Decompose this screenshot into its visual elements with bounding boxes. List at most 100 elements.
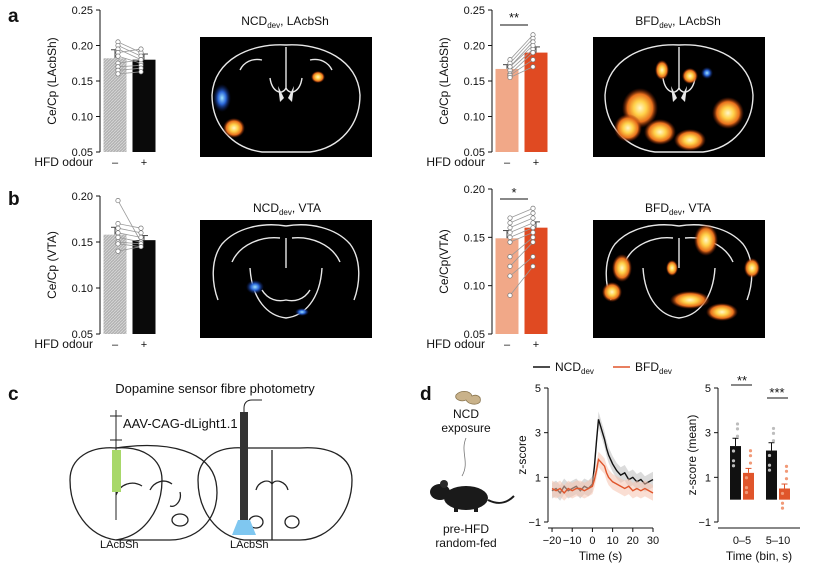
sig-a: ** — [500, 10, 528, 26]
paired-dot — [530, 57, 536, 63]
paired-dot — [507, 215, 513, 221]
data-dot — [771, 439, 776, 443]
panel-label-b: b — [8, 189, 20, 210]
y-axis-label: z-score (mean) — [685, 415, 699, 496]
mouse-line1: pre-HFD — [443, 522, 489, 536]
x-tick-label: + — [533, 157, 539, 169]
y-tick-label: 1 — [705, 472, 711, 484]
paired-dot — [507, 263, 513, 269]
x-tick-label: 10 — [606, 535, 618, 547]
y-axis-label: z-score — [515, 435, 529, 475]
x-tick-label: + — [141, 339, 147, 351]
paired-line — [509, 256, 534, 277]
paired-line — [509, 266, 534, 296]
paired-dot — [115, 53, 121, 59]
series-line — [551, 457, 654, 495]
data-dot — [780, 506, 785, 510]
paired-line — [117, 64, 142, 68]
paired-line — [509, 52, 534, 75]
paired-line — [117, 246, 142, 252]
data-dot — [780, 501, 785, 505]
paired-dot — [507, 292, 513, 298]
y-tick-label: 0.20 — [72, 41, 93, 53]
x-tick-label: + — [141, 157, 147, 169]
brain-title-b-bfd: BFDdev, VTA — [645, 201, 711, 217]
paired-line — [117, 237, 142, 243]
paired-line — [117, 48, 142, 53]
paired-dot — [115, 225, 121, 231]
bar-chart-a-bfd: 0.25 0.20 0.15 0.10 0.05 Ce/Cp (LAcbSh) – + HFD … — [426, 5, 548, 169]
y-axis-label: Ce/Cp (LAcbSh) — [437, 37, 451, 124]
legend-bfd: BFDdev — [635, 360, 672, 376]
paired-line — [509, 38, 534, 64]
data-dot — [744, 490, 749, 495]
data-dot — [735, 427, 740, 431]
data-dot — [748, 454, 753, 458]
bar — [743, 472, 754, 500]
y-tick-label: 0.05 — [464, 329, 485, 341]
paired-dot — [507, 239, 513, 245]
y-tick-label: 0.10 — [72, 112, 93, 124]
paired-line — [117, 200, 142, 243]
paired-line — [509, 48, 534, 71]
sig-d: ** *** — [731, 373, 788, 400]
bar — [779, 488, 790, 500]
paired-dot — [530, 225, 536, 231]
panel-c: Dopamine sensor fibre photometry AAV-CAG… — [69, 381, 353, 551]
sig-b: * — [500, 185, 528, 200]
data-dot — [735, 434, 740, 438]
y-axis-label: Ce/Cp (LAcbSh) — [45, 37, 59, 124]
mouse-line2: random-fed — [435, 536, 496, 550]
y-tick-label: 5 — [535, 383, 541, 395]
y-tick-label: 0.15 — [464, 232, 485, 244]
y-tick-label: 3 — [705, 428, 711, 440]
x-axis-label: HFD odour — [34, 337, 93, 351]
x-axis-label: Time (bin, s) — [726, 549, 792, 563]
paired-line — [509, 34, 534, 60]
paired-dot — [530, 239, 536, 245]
brain-image-a-ncd: NCDdev, LAcbSh — [200, 14, 372, 157]
data-dot — [731, 459, 736, 463]
y-tick-label: 0.20 — [464, 41, 485, 53]
data-dot — [731, 464, 736, 468]
brain-title-b-ncd: NCDdev, VTA — [253, 201, 321, 217]
bar-chart-a-ncd: 0.25 0.20 0.15 0.10 0.05 Ce/Cp (LAcbSh) – + HFD … — [34, 5, 156, 169]
bar — [132, 59, 156, 153]
paired-line — [509, 227, 534, 238]
y-tick-label: 0.10 — [464, 112, 485, 124]
paired-dot — [507, 225, 513, 231]
y-tick-label: 0.15 — [72, 76, 93, 88]
mouse-icon — [430, 480, 515, 512]
paired-line — [509, 241, 534, 267]
y-tick-label: 3 — [535, 428, 541, 440]
y-tick-label: 0.05 — [72, 147, 93, 159]
paired-dot — [507, 229, 513, 236]
paired-dot — [530, 263, 536, 269]
paired-dot — [115, 230, 121, 236]
sig-d2-text: *** — [769, 385, 784, 400]
bar-chart-b-ncd: 0.20 0.15 0.10 0.05 Ce/Cp (VTA) – + HFD odour — [34, 191, 156, 351]
paired-dot — [507, 64, 513, 70]
data-dot — [731, 449, 736, 453]
y-tick-label: 0.15 — [464, 76, 485, 88]
data-dot — [784, 464, 789, 468]
brain-image-a-bfd: BFDdev, LAcbSh — [593, 14, 765, 157]
data-dot — [771, 426, 776, 431]
y-tick-label: −1 — [698, 517, 711, 529]
paired-dot — [530, 234, 536, 240]
paired-dot — [138, 225, 144, 231]
paired-dot — [138, 244, 144, 250]
paired-line — [117, 59, 142, 64]
x-axis-label: HFD odour — [426, 337, 485, 351]
y-axis-label: Ce/Cp (VTA) — [45, 231, 59, 299]
paired-dot — [530, 215, 536, 221]
optic-fibre-cable — [243, 399, 262, 412]
odour-line — [461, 437, 467, 477]
y-tick-label: 0.10 — [72, 283, 93, 295]
data-dot — [780, 491, 785, 496]
paired-dot — [115, 198, 121, 204]
bar — [730, 446, 741, 500]
region-label-left: LAcbSh — [100, 539, 139, 551]
paired-line — [509, 237, 534, 257]
paired-dot — [530, 220, 536, 226]
